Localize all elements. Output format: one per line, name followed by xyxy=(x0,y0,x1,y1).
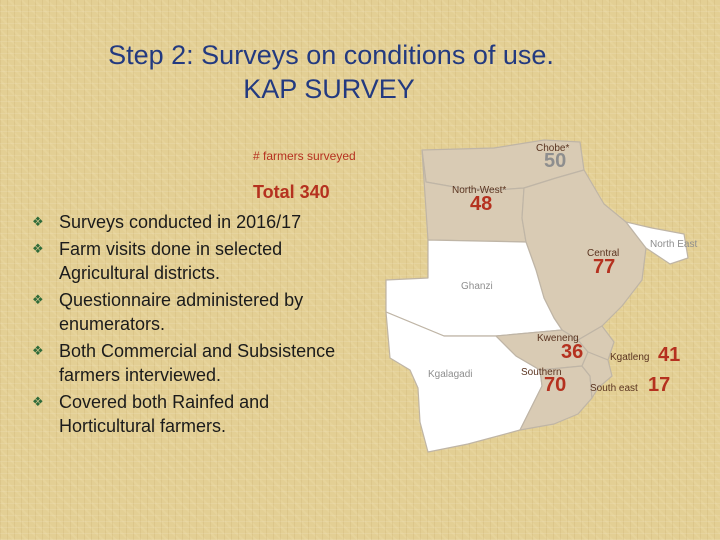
bullet-item: ❖ Covered both Rainfed and Horticultural … xyxy=(32,390,352,438)
title-line-1: Step 2: Surveys on conditions of use. xyxy=(108,40,554,70)
slide-title: Step 2: Surveys on conditions of use. KA… xyxy=(0,38,720,106)
bullet-item: ❖ Questionnaire administered by enumerato… xyxy=(32,288,352,336)
district-count-central: 77 xyxy=(593,256,616,278)
legend-label: # farmers surveyed xyxy=(253,149,356,163)
district-name-kgatleng: Kgatleng xyxy=(610,352,650,363)
title-line-2: KAP SURVEY xyxy=(243,74,415,104)
region-south-east xyxy=(581,351,613,399)
district-name-chobe: Chobe* xyxy=(536,143,570,154)
bullet-text: Surveys conducted in 2016/17 xyxy=(59,212,302,232)
bullet-text: Both Commercial and Subsistence farmers … xyxy=(59,341,336,385)
bullet-item: ❖ Both Commercial and Subsistence farmers… xyxy=(32,339,352,387)
bullet-list: ❖ Surveys conducted in 2016/17 ❖ Farm visi… xyxy=(32,210,352,441)
botswana-district-map: Chobe* 50 North-West* 48 North East Cent… xyxy=(384,130,720,460)
district-count-north-west: 48 xyxy=(470,193,493,215)
region-north-east xyxy=(625,221,689,265)
bullet-item: ❖ Farm visits done in selected Agricultur… xyxy=(32,237,352,285)
region-kgatleng xyxy=(577,325,615,361)
district-name-kgalagadi: Kgalagadi xyxy=(428,369,473,380)
district-count-south-east: 17 xyxy=(648,374,671,396)
diamond-bullet-icon: ❖ xyxy=(32,394,44,409)
district-name-kweneng: Kweneng xyxy=(537,333,579,344)
bullet-item: ❖ Surveys conducted in 2016/17 xyxy=(32,210,352,234)
district-count-southern: 70 xyxy=(544,374,567,396)
district-name-north-east: North East xyxy=(650,239,698,250)
district-name-north-west: North-West* xyxy=(452,185,507,196)
district-name-south-east: South east xyxy=(590,383,638,394)
diamond-bullet-icon: ❖ xyxy=(32,343,44,358)
district-name-ghanzi: Ghanzi xyxy=(461,281,493,292)
district-count-kgatleng: 41 xyxy=(658,344,681,366)
diamond-bullet-icon: ❖ xyxy=(32,241,44,256)
bullet-text: Covered both Rainfed and Horticultural f… xyxy=(59,392,270,436)
district-count-chobe: 50 xyxy=(544,150,567,172)
bullet-text: Farm visits done in selected Agricultura… xyxy=(59,239,283,283)
legend-total: Total 340 xyxy=(253,182,330,202)
diamond-bullet-icon: ❖ xyxy=(32,214,44,229)
map-svg xyxy=(385,139,689,453)
bullet-text: Questionnaire administered by enumerator… xyxy=(59,290,304,334)
district-name-central: Central xyxy=(587,248,620,259)
district-count-kweneng: 36 xyxy=(561,341,584,363)
district-name-southern: Southern xyxy=(521,367,562,378)
diamond-bullet-icon: ❖ xyxy=(32,292,44,307)
